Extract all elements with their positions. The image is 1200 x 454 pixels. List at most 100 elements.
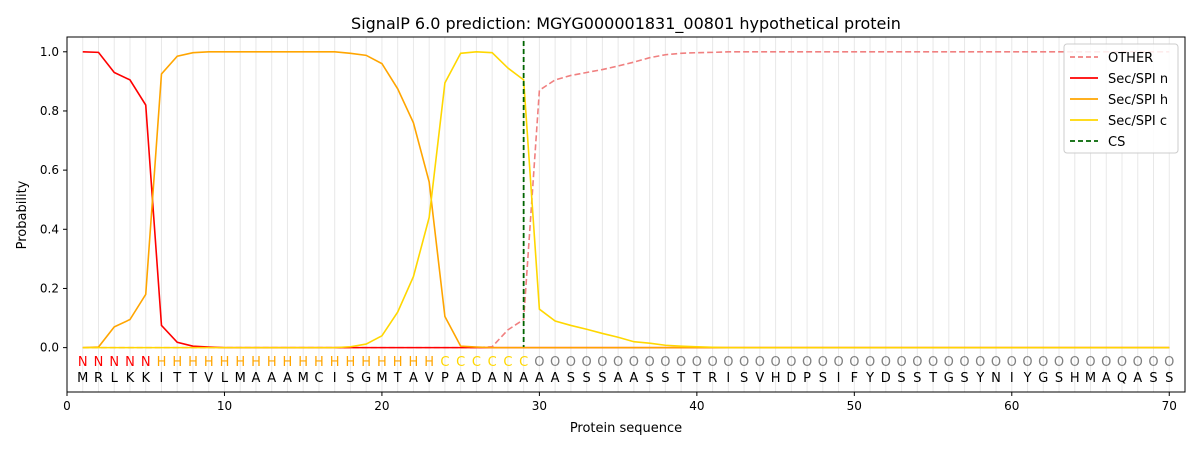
region-label: H: [220, 355, 230, 370]
region-label: O: [692, 355, 702, 370]
region-label: H: [346, 355, 356, 370]
region-label: O: [975, 355, 985, 370]
region-label: C: [440, 355, 449, 370]
region-label: H: [251, 355, 261, 370]
region-label: O: [550, 355, 560, 370]
region-label: H: [361, 355, 371, 370]
x-tick-label: 30: [532, 399, 547, 413]
region-label: H: [377, 355, 387, 370]
y-tick-label: 0.4: [40, 222, 59, 236]
region-label: C: [472, 355, 481, 370]
x-tick-label: 40: [689, 399, 704, 413]
region-label: O: [991, 355, 1001, 370]
region-label: O: [739, 355, 749, 370]
x-tick-label: 10: [217, 399, 232, 413]
region-label: O: [597, 355, 607, 370]
region-label: O: [849, 355, 859, 370]
region-label: N: [109, 355, 119, 370]
region-label: O: [896, 355, 906, 370]
region-label: O: [770, 355, 780, 370]
region-label: O: [645, 355, 655, 370]
region-label: H: [330, 355, 340, 370]
region-label: O: [1038, 355, 1048, 370]
region-label: O: [1022, 355, 1032, 370]
region-label: N: [94, 355, 104, 370]
x-tick-label: 20: [374, 399, 389, 413]
region-label: O: [802, 355, 812, 370]
region-label: H: [424, 355, 434, 370]
legend-entry: Sec/SPI n: [1108, 72, 1168, 87]
region-label: H: [283, 355, 293, 370]
plot-frame: [66, 36, 1186, 393]
region-label: O: [629, 355, 639, 370]
region-label: O: [912, 355, 922, 370]
region-label: C: [503, 355, 512, 370]
region-label: O: [1054, 355, 1064, 370]
region-label: N: [141, 355, 151, 370]
region-label: O: [676, 355, 686, 370]
region-label: O: [1101, 355, 1111, 370]
region-label: O: [881, 355, 891, 370]
region-label: C: [519, 355, 528, 370]
region-label: O: [1164, 355, 1174, 370]
region-label: C: [456, 355, 465, 370]
chart-title: SignalP 6.0 prediction: MGYG000001831_00…: [351, 14, 901, 34]
region-label: O: [1085, 355, 1095, 370]
region-label: H: [267, 355, 277, 370]
region-label: O: [865, 355, 875, 370]
region-label: H: [235, 355, 245, 370]
legend-entry: OTHER: [1108, 51, 1153, 66]
x-tick-label: 70: [1162, 399, 1177, 413]
region-label: H: [409, 355, 419, 370]
region-label: O: [818, 355, 828, 370]
region-label: O: [1133, 355, 1143, 370]
region-label: O: [660, 355, 670, 370]
x-tick-label: 50: [847, 399, 862, 413]
region-label: O: [1070, 355, 1080, 370]
region-label: O: [959, 355, 969, 370]
region-label: H: [314, 355, 324, 370]
region-label: O: [582, 355, 592, 370]
region-label: H: [172, 355, 182, 370]
legend-box: [1063, 43, 1179, 154]
region-label: O: [1007, 355, 1017, 370]
region-label: O: [944, 355, 954, 370]
legend-entry: CS: [1108, 135, 1125, 150]
region-label: O: [755, 355, 765, 370]
legend-entry: Sec/SPI h: [1108, 93, 1168, 108]
region-label: O: [928, 355, 938, 370]
region-label: H: [393, 355, 403, 370]
region-label: O: [833, 355, 843, 370]
region-label: C: [488, 355, 497, 370]
region-label: N: [125, 355, 135, 370]
region-label: H: [157, 355, 167, 370]
series-line-sec-spi-h: [82, 50, 1170, 349]
region-label: O: [707, 355, 717, 370]
series-line-sec-spi-n: [82, 50, 1170, 349]
region-label: H: [188, 355, 198, 370]
x-tick-label: 0: [63, 399, 71, 413]
series-line-other: [82, 50, 1170, 349]
region-label: O: [786, 355, 796, 370]
residue-sequence: MRLKKITTVLMAAAMCISGMTAVPADANAAASSSAASSTT…: [77, 371, 1173, 386]
region-label: H: [298, 355, 308, 370]
region-label: O: [1148, 355, 1158, 370]
legend-entry: Sec/SPI c: [1108, 114, 1167, 129]
x-tick-label: 60: [1004, 399, 1019, 413]
y-tick-label: 0.6: [40, 163, 59, 177]
y-tick-label: 1.0: [40, 45, 59, 59]
region-label: O: [1117, 355, 1127, 370]
y-axis-label: Probability: [15, 180, 30, 249]
y-tick-label: 0.0: [40, 341, 59, 355]
region-label: O: [566, 355, 576, 370]
region-label: O: [613, 355, 623, 370]
y-tick-label: 0.8: [40, 104, 59, 118]
series-line-sec-spi-c: [82, 50, 1170, 349]
x-axis-label: Protein sequence: [570, 421, 682, 436]
region-label: O: [534, 355, 544, 370]
region-label: H: [204, 355, 214, 370]
region-label: O: [723, 355, 733, 370]
region-label: N: [78, 355, 88, 370]
y-tick-label: 0.2: [40, 281, 59, 295]
